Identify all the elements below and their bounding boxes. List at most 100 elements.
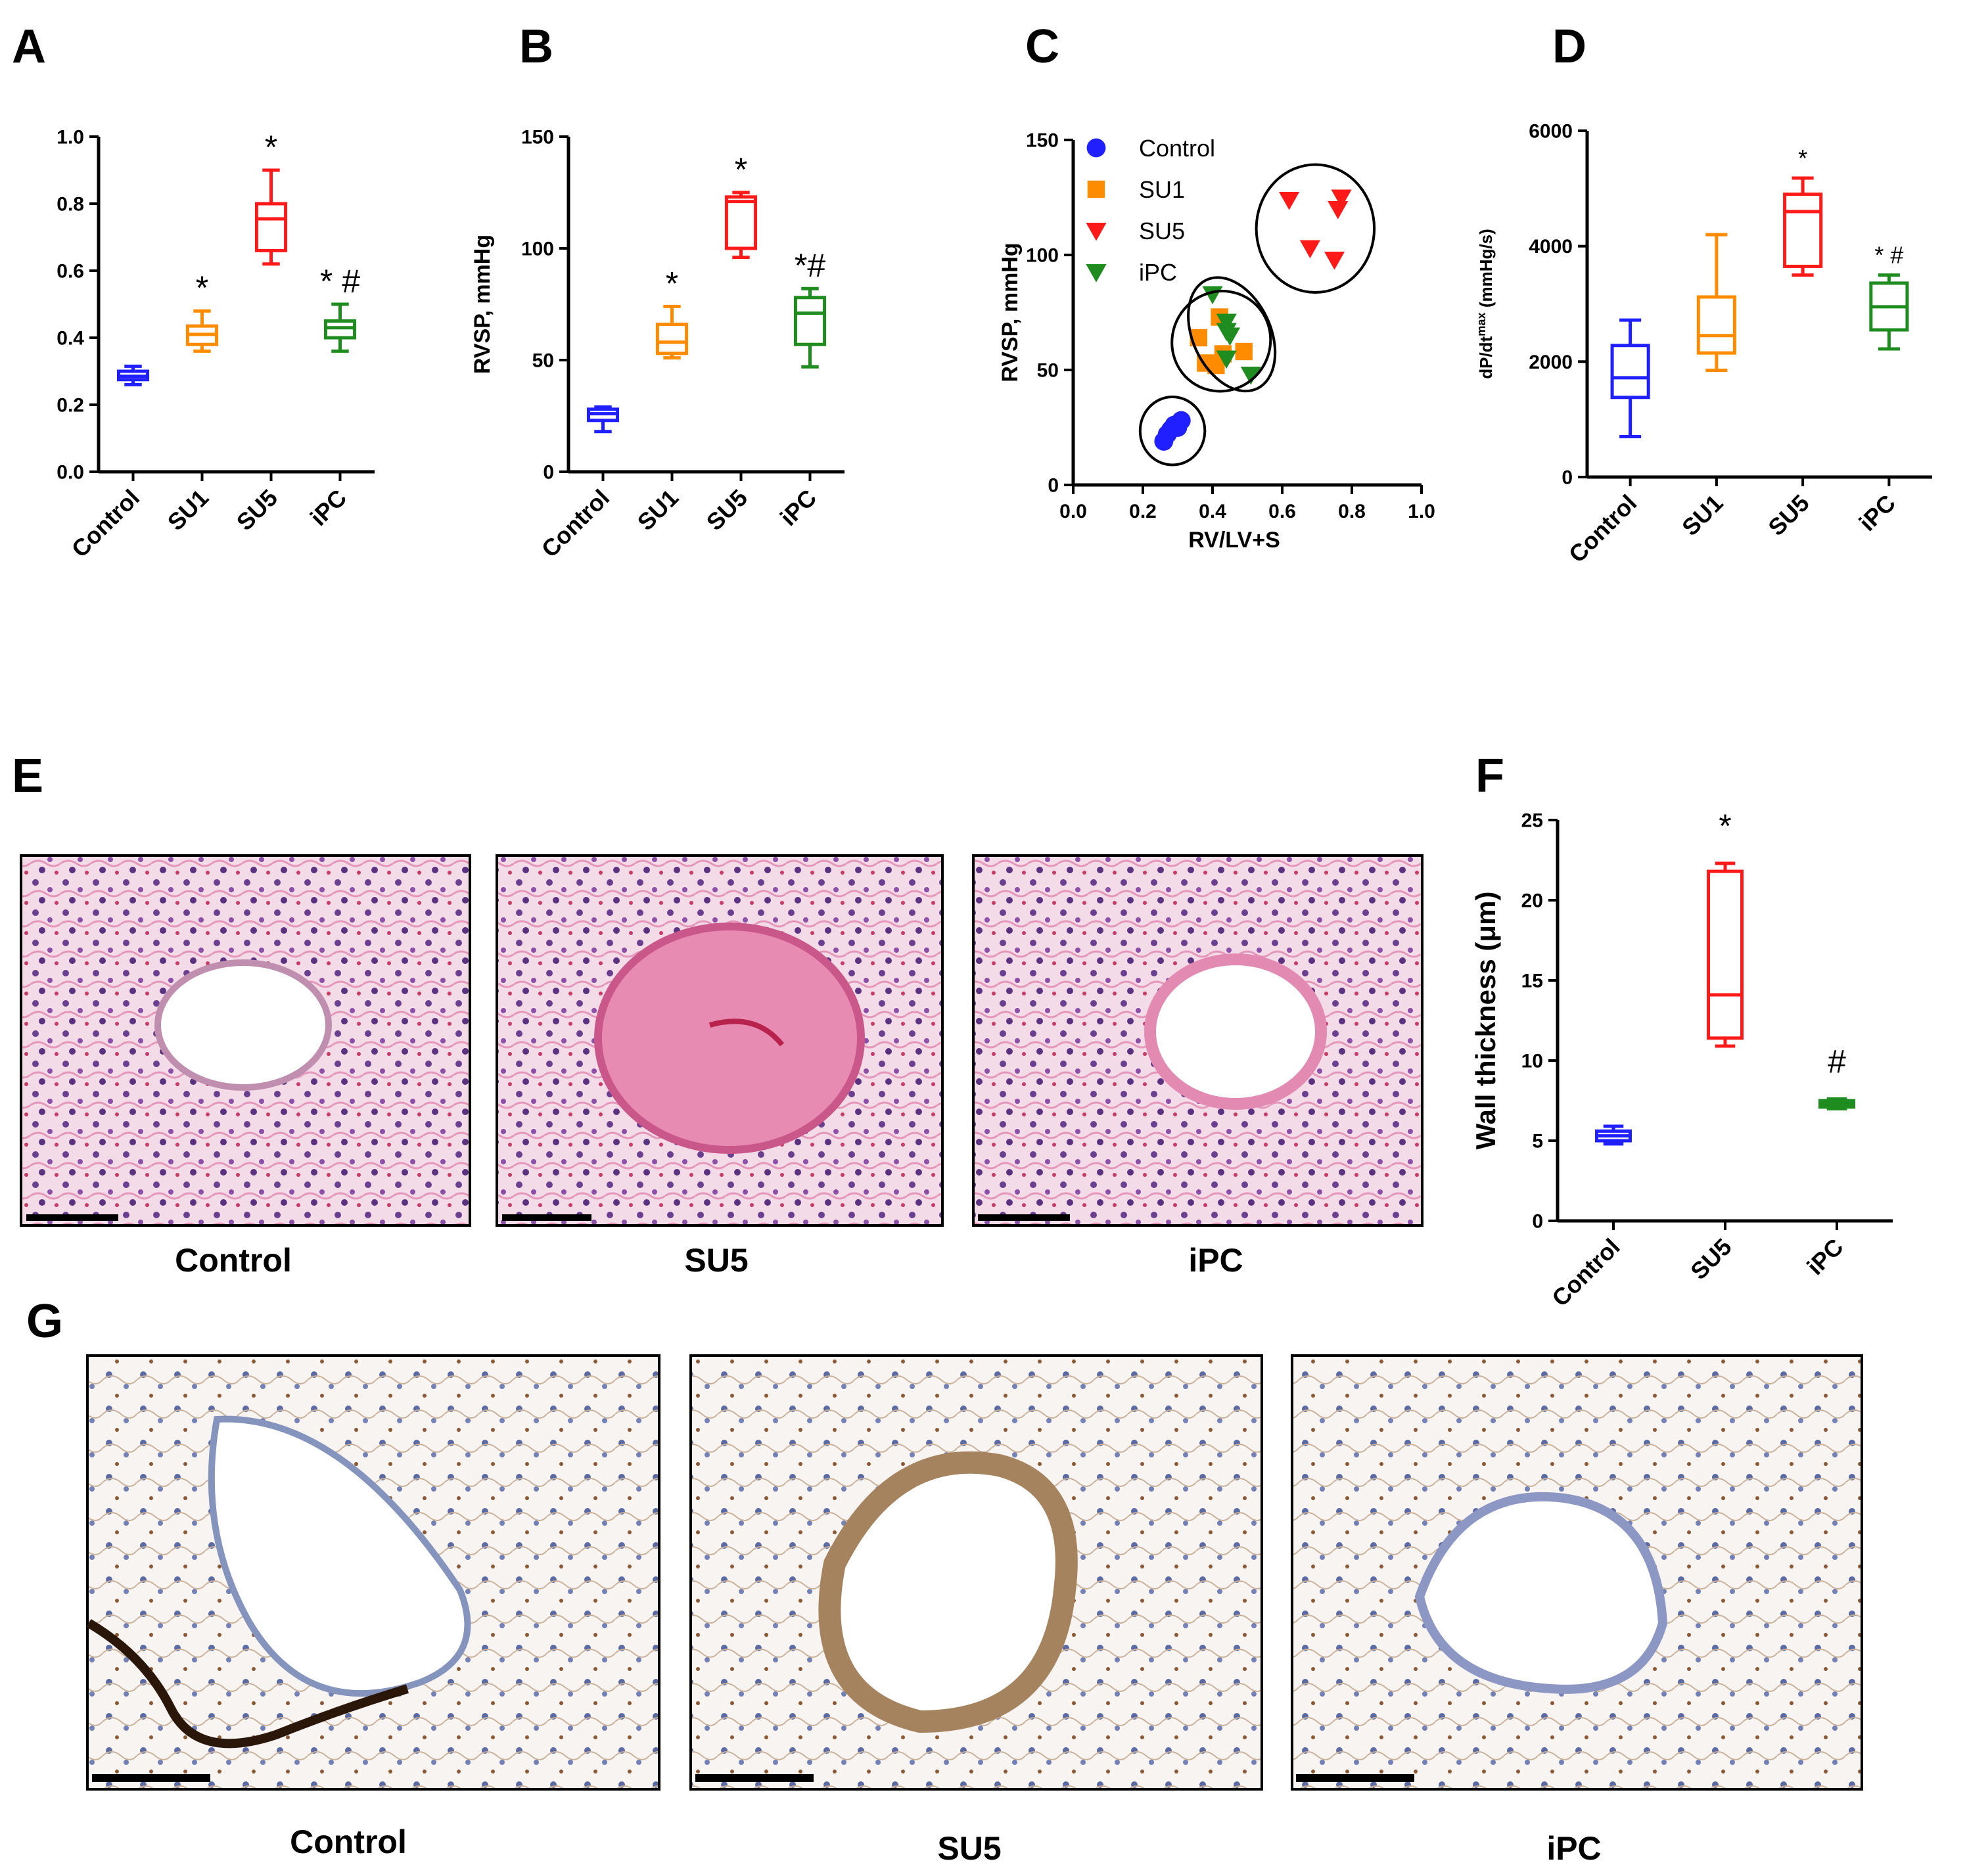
box-iqr [1696, 295, 1736, 355]
y-tick-label: 6000 [1529, 121, 1573, 143]
box-iqr [1783, 193, 1823, 268]
data-point [1216, 323, 1237, 342]
y-tick-label: 0.0 [57, 462, 84, 484]
data-point [1299, 240, 1320, 259]
box-control [116, 364, 150, 386]
y-tick-label: 150 [521, 127, 554, 149]
y-axis-label: RVSP, mmHg [998, 242, 1023, 382]
ihc-micrograph-ipc [1291, 1354, 1863, 1791]
x-category-label: SU1 [632, 484, 684, 536]
box-su1: * [185, 269, 219, 353]
data-point [1324, 252, 1345, 270]
he-micrograph-su5 [496, 854, 944, 1227]
y-tick-label: 50 [1037, 360, 1059, 382]
panel-label-b: B [519, 20, 553, 73]
legend-marker [1086, 264, 1107, 283]
cluster-ellipse-su5 [1255, 163, 1376, 294]
y-tick-label: 2000 [1529, 352, 1573, 373]
y-tick-label: 0 [1048, 475, 1059, 497]
y-tick-label: 0 [1532, 1211, 1543, 1233]
significance-marker: * [1719, 808, 1731, 844]
y-tick-label: 15 [1521, 971, 1543, 992]
y-tick-label: 0.6 [57, 261, 84, 283]
x-category-label: SU1 [1677, 490, 1728, 541]
x-tick-label: 0.2 [1129, 501, 1157, 522]
y-tick-label: 0.8 [57, 194, 84, 216]
box-iqr [655, 323, 689, 355]
y-tick-label: 5 [1532, 1131, 1543, 1153]
wall-thickness-chart: 0 5 10 15 20 25 Wall thickness (μm) Control * SU5… [1470, 808, 1893, 1312]
fulton-index-chart: 0.00.20.40.60.81.0Fulton indexControl*SU… [57, 127, 375, 562]
box-su5: * [1707, 808, 1744, 1048]
x-tick-label: 0.4 [1199, 501, 1226, 522]
significance-marker: * [265, 129, 277, 166]
box-ipc: # [1818, 1043, 1855, 1110]
x-tick-label: 0.6 [1268, 501, 1296, 522]
data-point [1328, 201, 1349, 219]
he-micrograph-ipc [972, 854, 1423, 1227]
ihc-label-control: Control [290, 1823, 407, 1860]
data-point [1216, 350, 1237, 369]
he-micrograph-control [20, 854, 471, 1227]
x-category-label: iPC [1854, 490, 1901, 536]
y-tick-label: 20 [1521, 890, 1543, 912]
y-axis-label-sup: max [1475, 312, 1488, 336]
y-tick-label: 100 [1026, 245, 1059, 267]
box-control [1610, 318, 1650, 439]
legend-marker [1086, 223, 1107, 241]
y-tick-label: 10 [1521, 1051, 1543, 1072]
data-point [1331, 189, 1352, 208]
significance-marker: * [196, 269, 208, 306]
x-category-label: Control [1546, 1233, 1625, 1312]
box-iqr [1610, 344, 1650, 400]
box-ipc: *# [793, 247, 827, 369]
x-category-label: SU5 [231, 484, 283, 536]
panel-label-g: G [26, 1295, 63, 1348]
significance-marker: * [735, 151, 747, 188]
y-tick-label: 1.0 [57, 127, 84, 149]
dpdt-max-chart: 0 2000 4000 6000 dP/dtmax (mmHg/s) Control SU1… [1475, 121, 1932, 568]
box-su5: * [724, 151, 758, 260]
panel-label-d: D [1552, 20, 1586, 73]
legend: Control SU1 SU5 iPC [1086, 135, 1215, 286]
legend-marker [1086, 138, 1106, 158]
significance-marker: *# [795, 247, 825, 284]
y-tick-label: 4000 [1529, 236, 1573, 258]
panel-label-a: A [12, 20, 46, 73]
data-point [1240, 367, 1261, 385]
data-point [1157, 424, 1177, 444]
box-iqr [793, 296, 827, 346]
significance-marker: * [1798, 145, 1807, 172]
legend-label: SU5 [1139, 217, 1185, 244]
he-label-ipc: iPC [1188, 1242, 1243, 1279]
y-tick-label: 50 [532, 350, 554, 372]
he-micrographs: Control SU5 iPC [20, 854, 1423, 1279]
data-point [1235, 342, 1253, 361]
box-su1 [1696, 233, 1736, 373]
legend-label: Control [1139, 135, 1215, 162]
y-axis-label: Wall thickness (μm) [1470, 892, 1501, 1150]
significance-marker: * # [320, 263, 360, 300]
y-tick-label: 100 [521, 239, 554, 260]
he-label-su5: SU5 [684, 1242, 748, 1279]
ihc-label-ipc: iPC [1546, 1830, 1601, 1867]
panel-label-f: F [1475, 750, 1504, 802]
x-category-label: iPC [1801, 1233, 1848, 1280]
x-category-label: Control [66, 484, 145, 562]
data-point [1279, 192, 1300, 210]
x-axis-label: RV/LV+S [1188, 528, 1280, 553]
y-axis-label: dP/dtmax (mmHg/s) [1475, 229, 1496, 379]
box-ipc: * # [320, 263, 360, 353]
he-label-control: Control [175, 1242, 292, 1279]
box-su5: * [254, 129, 288, 266]
rvsp-box-chart: 0 50 100 150 RVSP, mmHg Control * SU1 * SU5 *# iPC [470, 127, 845, 562]
x-category-label: SU5 [701, 484, 753, 536]
panel-label-c: C [1025, 20, 1059, 73]
x-tick-label: 0.0 [1059, 501, 1087, 522]
ihc-micrograph-su5 [689, 1354, 1263, 1791]
x-category-label: SU5 [1685, 1233, 1737, 1285]
x-tick-label: 1.0 [1408, 501, 1435, 522]
x-category-label: iPC [775, 484, 822, 531]
box-iqr [254, 202, 288, 252]
x-tick-label: 0.8 [1338, 501, 1366, 522]
